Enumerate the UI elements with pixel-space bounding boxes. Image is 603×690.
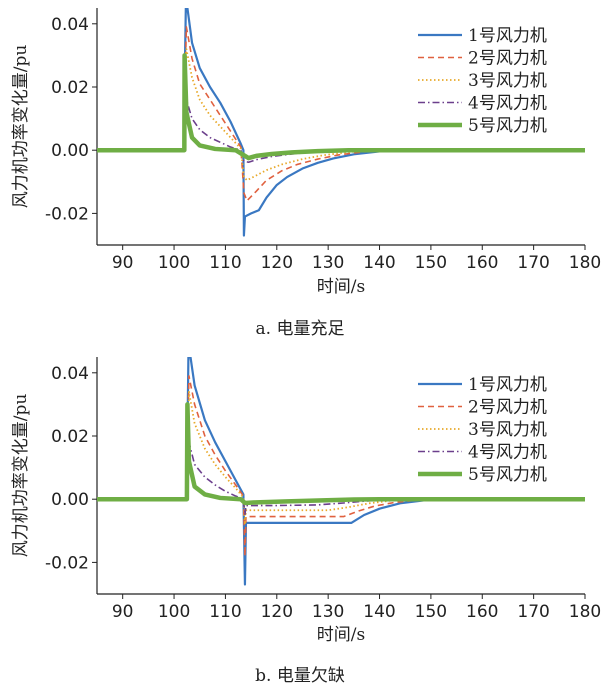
x-tick-label: 160 [466,253,498,273]
legend-label-5: 5号风力机 [468,116,547,136]
series-line-3 [97,48,585,182]
x-tick-label: 150 [415,602,447,622]
x-tick-label: 120 [261,602,293,622]
x-axis-title: 时间/s [317,277,365,297]
x-tick-label: 140 [363,602,395,622]
y-axis-title: 风力机功率变化量/pu [11,394,31,558]
series-line-5 [97,53,585,161]
legend-label-2: 2号风力机 [468,398,547,418]
x-axis-title: 时间/s [317,625,365,645]
series-line-2 [97,375,585,557]
legend-label-3: 3号风力机 [468,71,547,91]
series-group [97,357,585,586]
x-tick-label: 100 [158,253,190,273]
y-tick-label: 0.02 [51,78,89,98]
y-tick-label: -0.02 [45,204,89,224]
series-line-3 [97,390,585,526]
y-axis-title: 风力机功率变化量/pu [11,45,31,209]
chart-panel-a: 90 100 110 120 130 140 150 160 170 180 -0.02 0.00 0.… [11,8,601,339]
legend-label-5: 5号风力机 [468,465,547,485]
chart-panel-b: 90 100 110 120 130 140 150 160 170 180 -0.02 0.00 0.… [11,357,601,686]
x-tick-label: 180 [569,253,601,273]
chart-caption: a. 电量充足 [256,319,345,339]
x-tick-label: 130 [312,602,344,622]
series-line-1 [97,8,585,237]
x-tick-label: 170 [517,602,549,622]
legend-label-1: 1号风力机 [468,375,547,395]
y-tick-label: -0.02 [45,553,89,573]
x-tick-label: 140 [363,253,395,273]
legend-label-3: 3号风力机 [468,420,547,440]
chart-caption: b. 电量欠缺 [255,666,345,686]
x-tick-label: 120 [261,253,293,273]
x-tick-label: 100 [158,602,190,622]
legend-label-4: 4号风力机 [468,443,547,463]
x-tick-label: 90 [112,602,134,622]
x-tick-label: 110 [209,253,241,273]
legend-label-1: 1号风力机 [468,26,547,46]
x-tick-label: 110 [209,602,241,622]
series-group [97,8,585,237]
x-tick-label: 170 [517,253,549,273]
legend-label-2: 2号风力机 [468,49,547,69]
series-line-2 [97,26,585,202]
x-tick-label: 180 [569,602,601,622]
y-tick-label: 0.04 [51,364,89,384]
x-tick-label: 90 [112,253,134,273]
y-tick-label: 0.00 [51,141,89,161]
series-line-5 [97,402,585,506]
x-tick-label: 150 [415,253,447,273]
legend-label-4: 4号风力机 [468,94,547,114]
y-tick-label: 0.04 [51,15,89,35]
y-tick-label: 0.00 [51,490,89,510]
x-tick-label: 130 [312,253,344,273]
y-tick-label: 0.02 [51,427,89,447]
x-tick-label: 160 [466,602,498,622]
